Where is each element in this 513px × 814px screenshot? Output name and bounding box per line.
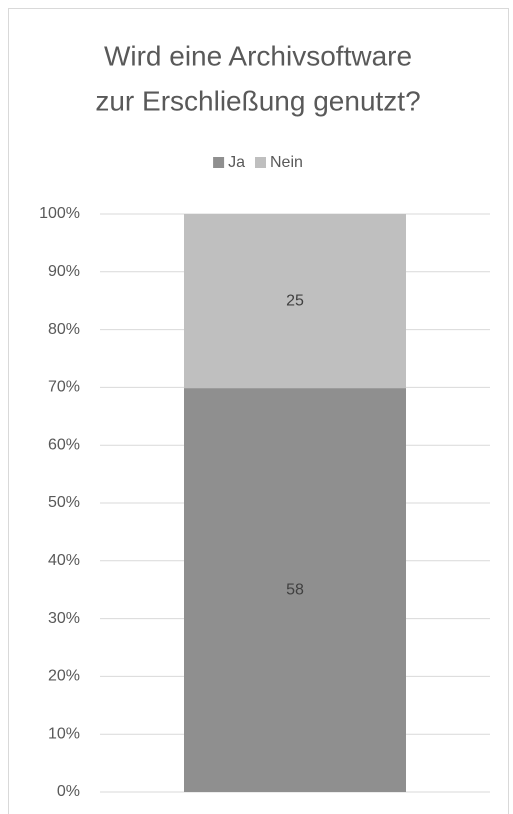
- data-label: 58: [286, 581, 304, 598]
- y-tick-label: 80%: [48, 321, 80, 338]
- chart-title: Wird eine Archivsoftware: [104, 40, 412, 71]
- y-tick-label: 20%: [48, 668, 80, 685]
- legend-label: Ja: [228, 154, 245, 171]
- y-tick-label: 10%: [48, 725, 80, 742]
- legend-label: Nein: [270, 154, 303, 171]
- y-tick-label: 30%: [48, 610, 80, 627]
- data-label: 25: [286, 292, 304, 309]
- y-tick-label: 90%: [48, 263, 80, 280]
- y-tick-label: 100%: [39, 205, 80, 222]
- y-tick-label: 50%: [48, 494, 80, 511]
- y-tick-label: 60%: [48, 436, 80, 453]
- y-tick-label: 40%: [48, 552, 80, 569]
- bar-segment: [184, 388, 406, 792]
- y-tick-label: 70%: [48, 379, 80, 396]
- legend-swatch: [255, 157, 266, 168]
- bar-segment: [184, 214, 406, 389]
- chart-title: zur Erschließung genutzt?: [95, 85, 420, 116]
- y-tick-label: 0%: [57, 783, 80, 800]
- legend-swatch: [213, 157, 225, 168]
